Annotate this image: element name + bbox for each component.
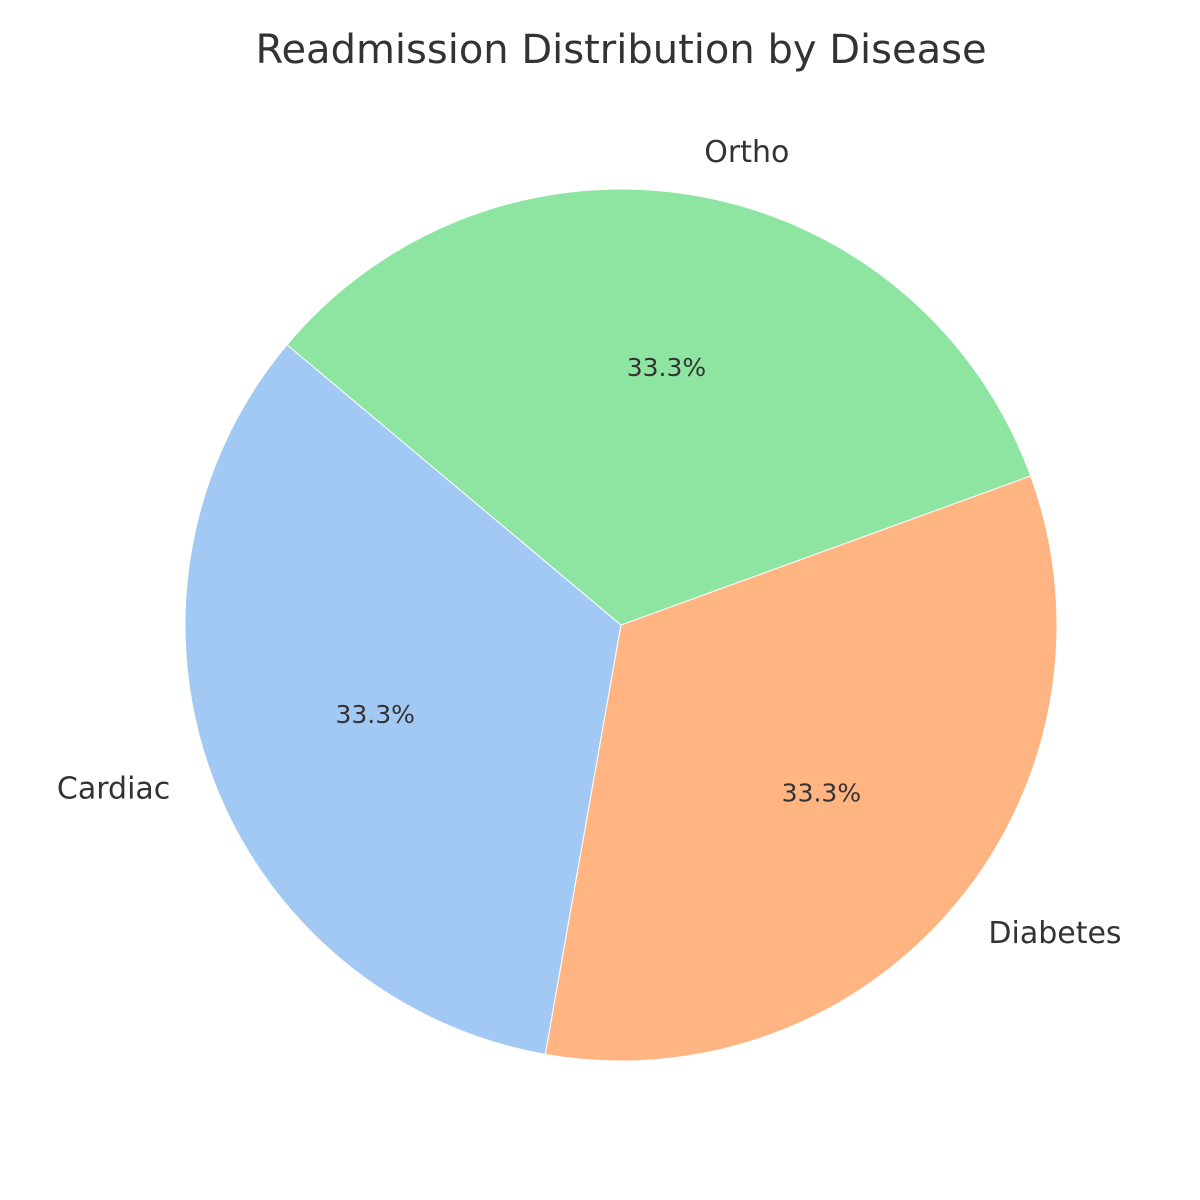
percent-label-cardiac: 33.3%: [335, 700, 414, 729]
pie-slice-ortho: [286, 188, 1032, 626]
slice-label-ortho: Ortho: [704, 135, 789, 170]
pie-slice-diabetes: [544, 475, 1058, 1062]
pie-slices: [184, 188, 1058, 1062]
pie-slice-cardiac: [184, 344, 622, 1055]
chart-title: Readmission Distribution by Disease: [255, 27, 986, 73]
pie-labels: Cardiac 33.3% Diabetes 33.3% Ortho 33.3%: [57, 135, 1122, 951]
slice-label-diabetes: Diabetes: [988, 916, 1121, 951]
percent-label-ortho: 33.3%: [627, 353, 706, 382]
slice-label-cardiac: Cardiac: [57, 772, 170, 807]
percent-label-diabetes: 33.3%: [782, 779, 861, 808]
